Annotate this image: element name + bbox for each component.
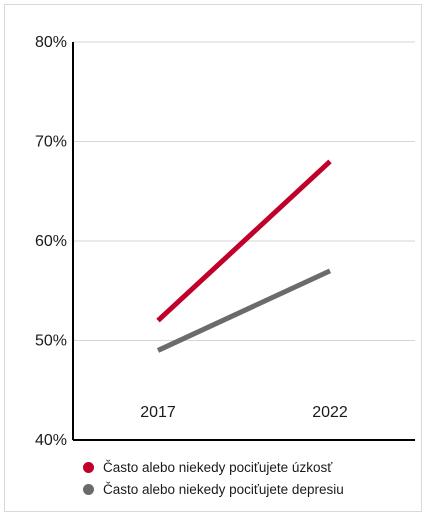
legend-item-anxiety: Často alebo niekedy pociťujete úzkosť xyxy=(83,456,344,478)
legend-dot-anxiety xyxy=(83,461,94,473)
grid-lines xyxy=(73,41,415,341)
legend-dot-depression xyxy=(83,483,94,495)
y-tick-labels: 40% 50% 60% 70% 80% xyxy=(35,34,67,449)
series-line-1 xyxy=(156,268,332,353)
y-tick-label: 40% xyxy=(35,432,67,449)
series-line-0 xyxy=(156,159,332,323)
axes xyxy=(72,42,415,441)
legend: Často alebo niekedy pociťujete úzkosť Ča… xyxy=(83,456,344,500)
legend-label-depression: Často alebo niekedy pociťujete depresiu xyxy=(103,481,344,497)
legend-item-depression: Často alebo niekedy pociťujete depresiu xyxy=(83,478,344,500)
y-tick-label: 80% xyxy=(35,34,67,51)
x-tick-label: 2017 xyxy=(140,404,176,421)
legend-label-anxiety: Často alebo niekedy pociťujete úzkosť xyxy=(103,459,333,475)
x-tick-label: 2022 xyxy=(312,404,348,421)
series-lines xyxy=(156,159,332,353)
y-tick-label: 60% xyxy=(35,233,67,250)
y-tick-label: 70% xyxy=(35,134,67,151)
x-tick-labels: 2017 2022 xyxy=(140,404,348,421)
y-tick-label: 50% xyxy=(35,333,67,350)
